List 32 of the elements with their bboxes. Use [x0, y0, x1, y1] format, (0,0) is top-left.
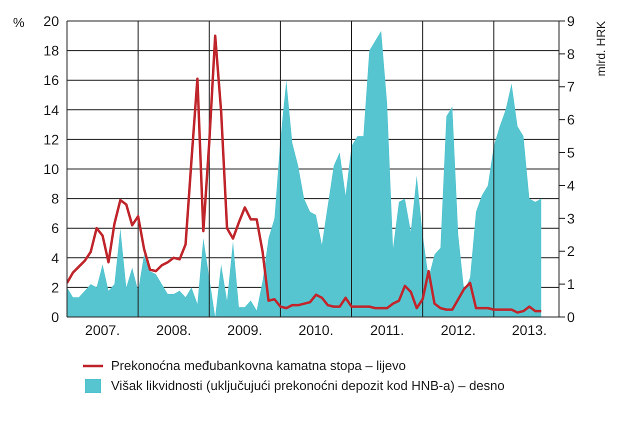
- y2-tick-label: 8: [567, 46, 575, 62]
- x-tick-label: 2008.: [156, 322, 192, 338]
- y2-tick-label: 6: [567, 112, 575, 128]
- x-tick-label: 2009.: [227, 322, 262, 338]
- x-tick-label: 2012.: [440, 322, 476, 338]
- legend-label: Višak likvidnosti (uključujući prekonoćni depozit kod HNB-a) – desno: [111, 377, 505, 395]
- y-tick-label: 20: [43, 12, 60, 29]
- y2-tick-label: 1: [567, 276, 575, 292]
- y2-tick-label: 7: [567, 78, 575, 95]
- y-tick-label: 16: [43, 72, 60, 88]
- y-tick-label: 2: [51, 279, 60, 296]
- x-tick-label: 2007.: [85, 322, 120, 338]
- y2-tick-label: 0: [567, 308, 575, 325]
- y-tick-label: 14: [43, 102, 60, 118]
- y2-tick-label: 4: [567, 177, 575, 194]
- y-tick-label: 6: [51, 220, 60, 236]
- x-tick-label: 2010.: [298, 322, 334, 338]
- y-axis-title: %: [13, 15, 25, 30]
- y-tick-label: 18: [43, 42, 60, 59]
- y2-tick-label: 9: [567, 12, 575, 29]
- legend-label: Prekonoćna međubankovna kamatna stopa – lijevo: [111, 357, 406, 375]
- y2-tick-label: 3: [567, 210, 575, 226]
- y2-tick-label: 5: [567, 144, 575, 161]
- y-tick-label: 0: [51, 308, 60, 325]
- y-tick-label: 4: [51, 250, 60, 266]
- y2-tick-label: 2: [567, 243, 575, 260]
- y-tick-label: 12: [43, 131, 60, 148]
- x-tick-label: 2011.: [370, 322, 404, 338]
- y-tick-label: 10: [43, 160, 60, 177]
- y-tick-label: 8: [51, 190, 60, 207]
- y2-axis-title: mlrd. HRK: [594, 21, 608, 76]
- x-tick-label: 2013.: [512, 322, 547, 338]
